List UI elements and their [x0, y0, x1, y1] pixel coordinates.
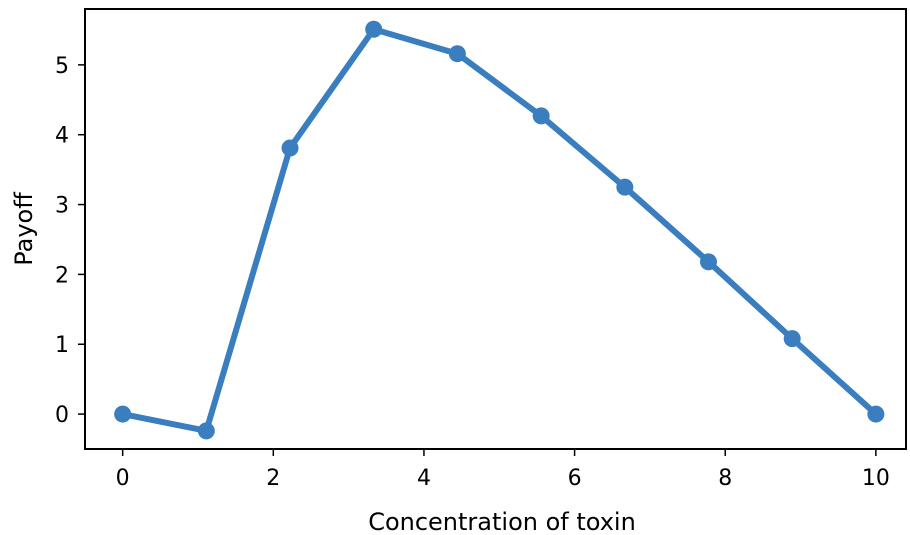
x-tick-label: 8	[718, 466, 732, 491]
y-tick-label: 3	[55, 194, 69, 219]
x-tick-label: 6	[568, 466, 582, 491]
data-point	[700, 253, 718, 271]
data-point	[783, 330, 801, 348]
data-point	[616, 178, 634, 196]
data-point	[281, 139, 299, 157]
data-point	[532, 107, 550, 125]
y-tick-label: 1	[55, 333, 69, 358]
y-tick-label: 5	[55, 54, 69, 79]
data-point	[197, 422, 215, 440]
x-tick-label: 0	[116, 466, 130, 491]
y-axis-ticks: 0 1 2 3 4 5	[55, 54, 85, 428]
x-tick-label: 2	[266, 466, 280, 491]
y-tick-label: 0	[55, 403, 69, 428]
x-axis-label: Concentration of toxin	[368, 508, 636, 535]
plot-area-frame	[84, 8, 907, 450]
y-tick-label: 2	[55, 263, 69, 288]
x-tick-label: 10	[862, 466, 890, 491]
data-point	[114, 405, 132, 423]
data-point	[867, 405, 885, 423]
x-tick-label: 4	[417, 466, 431, 491]
data-point	[365, 20, 383, 38]
series-line	[119, 26, 879, 434]
y-tick-label: 4	[55, 124, 69, 149]
data-point	[448, 45, 466, 63]
x-axis-ticks: 0 2 4 6 8 10	[116, 449, 890, 491]
series-layer	[114, 20, 885, 440]
y-axis-label: Payoff	[10, 192, 38, 266]
